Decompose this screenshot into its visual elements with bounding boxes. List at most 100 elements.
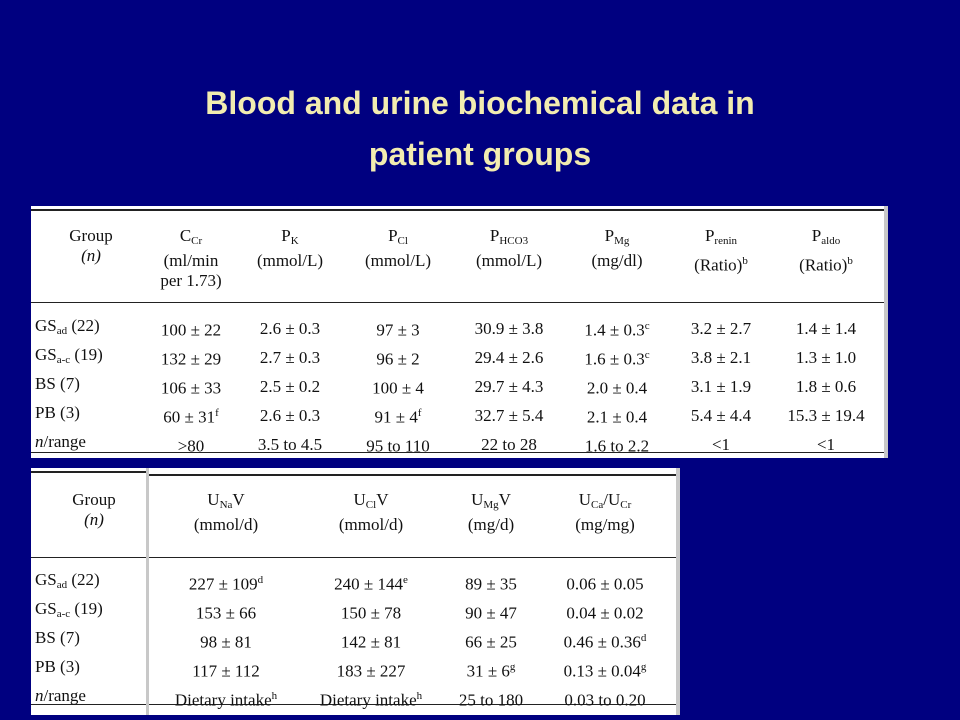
t1-header-4: PHCO3 (mmol/L) <box>475 226 543 270</box>
table2-row: GSa-c (19) 153 ± 66 150 ± 78 90 ± 47 0.04 ± … <box>35 597 671 626</box>
prenin-cell-value: <1 <box>711 434 731 454</box>
una-cell: 98 ± 81 <box>153 626 299 655</box>
ucl-cell-value: 142 ± 81 <box>340 632 402 652</box>
pcl-cell: 97 ± 3 <box>345 314 451 343</box>
umg-cell: 89 ± 35 <box>443 568 539 597</box>
group-name: n/range <box>35 432 86 451</box>
t1-header-3: PCl (mmol/L) <box>364 226 432 270</box>
ucl-cell-footnote: h <box>416 690 423 703</box>
ccr-cell-value: 100 ± 22 <box>160 320 222 340</box>
una-cell-value: 98 ± 81 <box>200 632 252 652</box>
prenin-cell: <1 <box>667 430 775 459</box>
group-subscript: a-c <box>56 354 71 366</box>
prenin-cell: 3.2 ± 2.7 <box>667 314 775 343</box>
ccr-cell-value: >80 <box>177 436 205 456</box>
umg-cell: 90 ± 47 <box>443 597 539 626</box>
table1-row: GSad (22) 100 ± 22 2.6 ± 0.3 97 ± 3 30.9 ± 3… <box>35 314 877 343</box>
una-cell: Dietary intakeh <box>153 684 299 713</box>
t2-header-0: Group (n) <box>72 490 116 529</box>
ucl-cell: 150 ± 78 <box>299 597 443 626</box>
group-name: GS <box>35 599 57 618</box>
t1-header-1: CCr (ml/min per 1.73) <box>160 226 222 290</box>
pcl-cell: 91 ± 4f <box>345 401 451 430</box>
pmg-cell-value: 2.0 ± 0.4 <box>586 378 648 398</box>
group-name: BS (7) <box>35 628 80 647</box>
pk-cell-value: 2.6 ± 0.3 <box>259 318 321 338</box>
uca-cell: 0.04 ± 0.02 <box>539 597 671 626</box>
group-subscript: a-c <box>56 608 71 620</box>
paldo-cell-value: <1 <box>816 434 836 454</box>
umg-cell-value: 31 ± 6 <box>466 661 510 681</box>
paldo-cell: 1.4 ± 1.4 <box>775 314 877 343</box>
prenin-cell: 3.1 ± 1.9 <box>667 372 775 401</box>
pmg-cell-footnote: c <box>644 349 650 362</box>
ccr-cell: 60 ± 31f <box>147 401 235 430</box>
pk-cell-value: 3.5 to 4.5 <box>257 434 323 454</box>
pk-cell: 2.7 ± 0.3 <box>235 343 345 372</box>
phco3-cell-value: 32.7 ± 5.4 <box>474 405 544 425</box>
table2-row: BS (7) 98 ± 81 142 ± 81 66 ± 25 0.46 ± 0.36d <box>35 626 671 655</box>
uca-cell-footnote: d <box>640 632 647 645</box>
ucl-cell: Dietary intakeh <box>299 684 443 713</box>
ccr-cell-value: 106 ± 33 <box>160 378 222 398</box>
group-name: GS <box>35 345 57 364</box>
umg-cell: 31 ± 6g <box>443 655 539 684</box>
group-cell: GSa-c (19) <box>35 343 147 372</box>
pk-cell-value: 2.6 ± 0.3 <box>259 405 321 425</box>
t2-header-3: UMgV (mg/d) <box>467 490 515 534</box>
phco3-cell: 22 to 28 <box>451 430 567 459</box>
group-subscript: ad <box>56 579 68 591</box>
table1-row: BS (7) 106 ± 33 2.5 ± 0.2 100 ± 4 29.7 ± 4.3… <box>35 372 877 401</box>
umg-cell-value: 66 ± 25 <box>465 632 517 652</box>
umg-cell: 25 to 180 <box>443 684 539 713</box>
ucl-cell-value: Dietary intake <box>319 690 417 710</box>
table2-row: n/range Dietary intakeh Dietary intakeh 25 … <box>35 684 671 713</box>
ucl-cell-footnote: e <box>402 574 408 587</box>
uca-cell-footnote: g <box>640 661 647 674</box>
ccr-cell-value: 60 ± 31 <box>163 407 216 427</box>
urine-data-table: Group (n) UNaV (mmol/d) UClV (mmol/d) UMgV(… <box>35 490 671 713</box>
table2-top-rule <box>149 474 676 476</box>
umg-cell-value: 25 to 180 <box>458 690 524 710</box>
table1-top-rule <box>31 209 888 211</box>
t1-header-5: PMg (mg/dl) <box>591 226 643 270</box>
umg-cell-value: 89 ± 35 <box>465 574 517 594</box>
blood-data-table: Group (n) CCr (ml/min per 1.73) PK (mmol/L) … <box>35 226 877 459</box>
uca-cell-value: 0.13 ± 0.04 <box>563 661 641 681</box>
t1-header-7: Paldo (Ratio)b <box>799 226 853 275</box>
una-cell-footnote: d <box>257 574 264 587</box>
uca-cell-value: 0.04 ± 0.02 <box>566 603 644 623</box>
table2-top-rule-left <box>31 471 146 473</box>
group-cell: n/range <box>35 430 147 459</box>
ucl-cell-value: 150 ± 78 <box>340 603 402 623</box>
table2-edge-shade <box>676 468 680 715</box>
pk-cell-value: 2.7 ± 0.3 <box>259 347 321 367</box>
ucl-cell: 240 ± 144e <box>299 568 443 597</box>
prenin-cell: 3.8 ± 2.1 <box>667 343 775 372</box>
ucl-cell: 183 ± 227 <box>299 655 443 684</box>
uca-cell: 0.13 ± 0.04g <box>539 655 671 684</box>
prenin-cell-value: 3.1 ± 1.9 <box>690 376 752 396</box>
uca-cell-value: 0.03 to 0.20 <box>564 690 646 710</box>
umg-cell: 66 ± 25 <box>443 626 539 655</box>
prenin-cell-value: 5.4 ± 4.4 <box>690 405 752 425</box>
una-cell: 117 ± 112 <box>153 655 299 684</box>
prenin-cell-value: 3.2 ± 2.7 <box>690 318 752 338</box>
group-cell: PB (3) <box>35 655 153 684</box>
phco3-cell-value: 22 to 28 <box>481 434 537 454</box>
pmg-cell: 1.4 ± 0.3c <box>567 314 667 343</box>
una-cell-footnote: h <box>271 690 278 703</box>
pk-cell: 2.6 ± 0.3 <box>235 314 345 343</box>
phco3-cell-value: 29.4 ± 2.6 <box>474 347 544 367</box>
group-cell: BS (7) <box>35 626 153 655</box>
ccr-cell: 132 ± 29 <box>147 343 235 372</box>
ccr-cell: >80 <box>147 430 235 459</box>
table2-row: PB (3) 117 ± 112 183 ± 227 31 ± 6g 0.13 ± 0.… <box>35 655 671 684</box>
table2-header-row: Group (n) UNaV (mmol/d) UClV (mmol/d) UMgV(… <box>35 490 671 554</box>
t1-header-0: Group (n) <box>69 226 113 265</box>
pcl-cell-value: 96 ± 2 <box>376 349 420 369</box>
prenin-cell-value: 3.8 ± 2.1 <box>690 347 752 367</box>
pcl-cell-footnote: f <box>417 407 422 420</box>
table2-row: GSad (22) 227 ± 109d 240 ± 144e 89 ± 35 0.06… <box>35 568 671 597</box>
umg-cell-footnote: g <box>509 661 516 674</box>
